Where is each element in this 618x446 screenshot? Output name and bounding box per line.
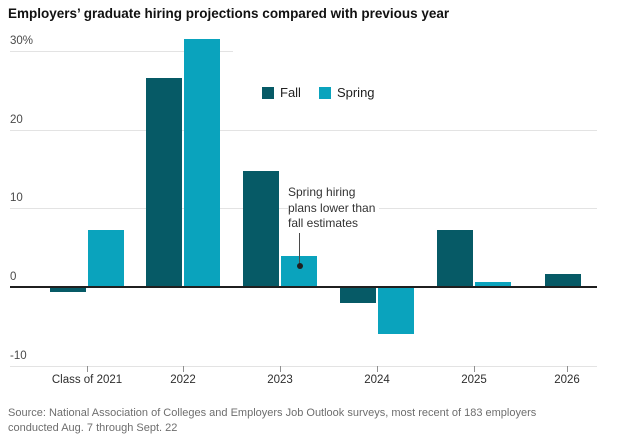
legend: Fall Spring <box>262 85 393 100</box>
annotation-line: fall estimates <box>288 216 359 231</box>
annotation-line: plans lower than <box>288 200 376 215</box>
y-axis-label: 0 <box>10 271 17 283</box>
bar-fall-2026 <box>545 274 581 288</box>
x-axis-tick <box>567 366 568 372</box>
x-axis-label: 2022 <box>170 374 196 386</box>
bar-fall-2025 <box>437 230 473 288</box>
x-axis-label: 2026 <box>554 374 580 386</box>
x-axis-label: 2023 <box>267 374 293 386</box>
source-line: conducted Aug. 7 through Sept. 22 <box>8 422 178 434</box>
gridline <box>10 130 597 131</box>
y-axis-label: -10 <box>10 350 27 362</box>
x-axis-label: Class of 2021 <box>51 374 123 386</box>
x-axis-tick <box>280 366 281 372</box>
source-line: Source: National Association of Colleges… <box>8 407 537 419</box>
gridline <box>10 366 597 367</box>
bar-fall-2023 <box>243 171 279 288</box>
gridline <box>10 51 233 52</box>
annotation-connector-line <box>299 233 300 264</box>
bar-fall-class-of-2021 <box>50 288 86 292</box>
y-axis-label: 20 <box>10 114 23 126</box>
legend-spring-swatch <box>318 86 331 99</box>
x-axis-tick <box>377 366 378 372</box>
annotation-label: Spring hiring plans lower than fall esti… <box>288 185 380 233</box>
x-axis-tick <box>87 366 88 372</box>
source-note: Source: National Association of Colleges… <box>8 406 536 436</box>
x-axis-label: 2024 <box>364 374 390 386</box>
legend-fall-label: Fall <box>280 85 301 100</box>
bar-spring-class-of-2021 <box>88 230 124 288</box>
chart-title: Employers’ graduate hiring projections c… <box>8 6 450 21</box>
legend-fall-swatch <box>262 86 274 99</box>
legend-spring-label: Spring <box>336 85 375 100</box>
bar-fall-2024 <box>340 288 376 303</box>
annotation-line: Spring hiring <box>288 185 356 199</box>
x-axis-tick <box>183 366 184 372</box>
bar-spring-2022 <box>184 39 220 288</box>
annotation-dot <box>297 263 303 269</box>
y-axis-label: 30% <box>10 35 34 47</box>
bar-spring-2024 <box>378 288 414 334</box>
y-axis-label: 10 <box>10 192 23 204</box>
x-axis-label: 2025 <box>461 374 487 386</box>
zero-axis-line <box>10 286 597 288</box>
bar-fall-2022 <box>146 78 182 288</box>
x-axis-tick <box>474 366 475 372</box>
bar-spring-2025 <box>475 282 511 288</box>
